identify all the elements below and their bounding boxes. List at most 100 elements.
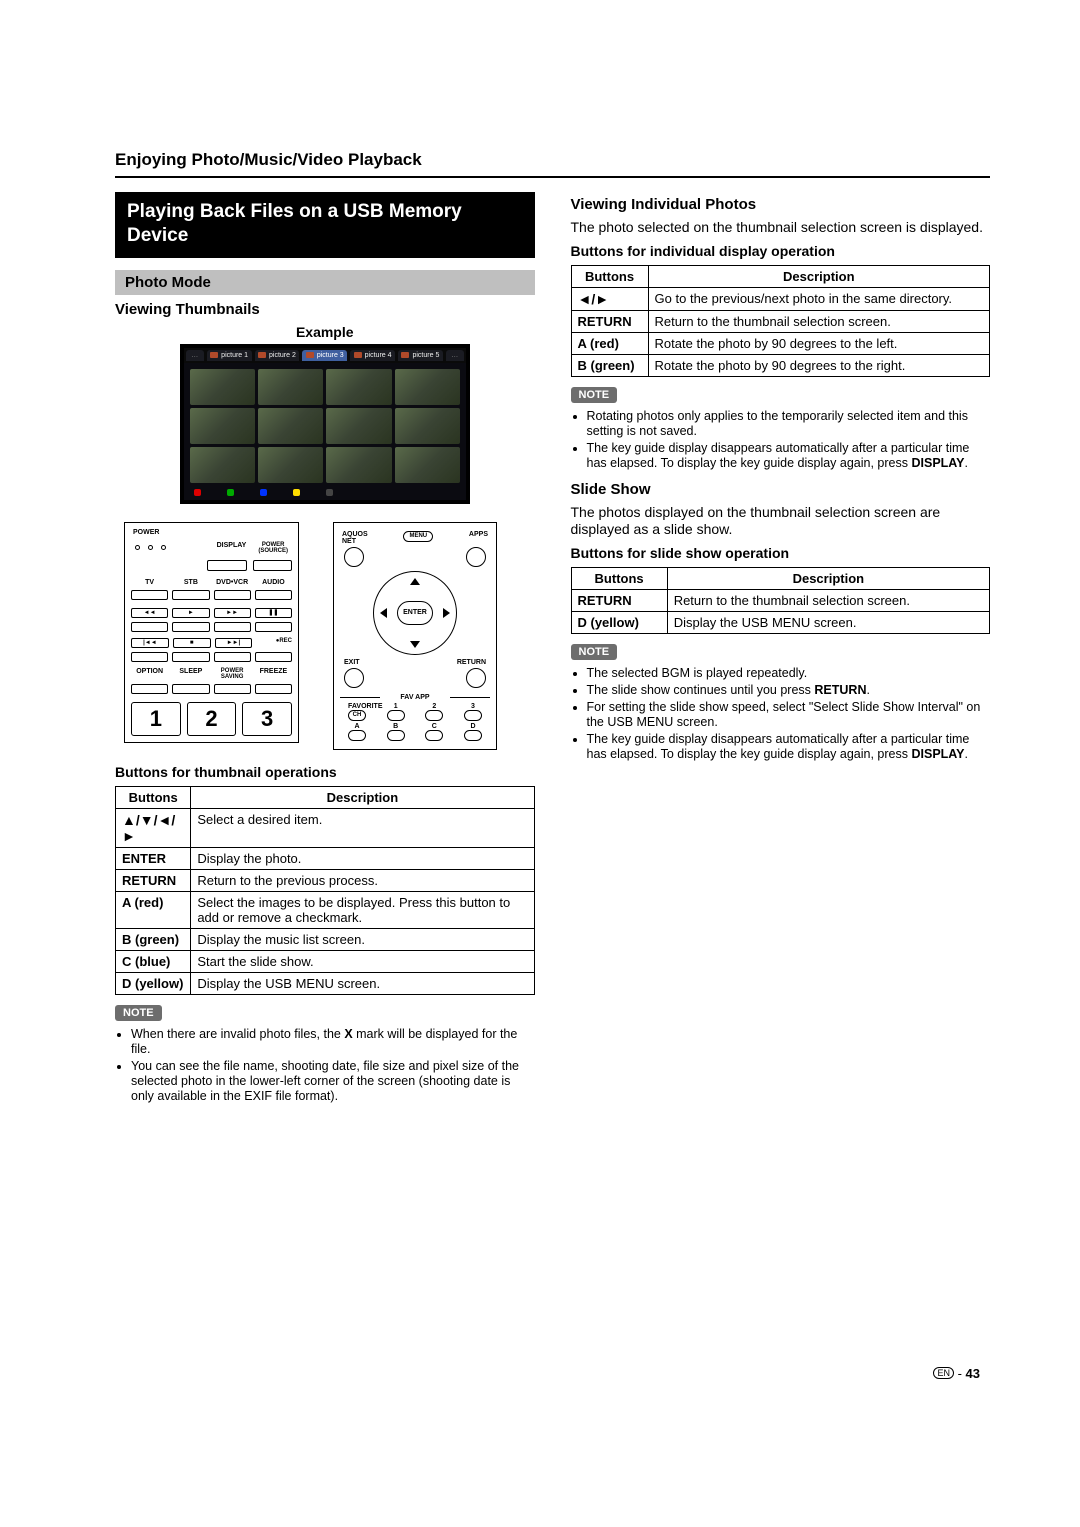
circle-button <box>466 547 486 567</box>
table-cell: ◄/► <box>571 287 648 310</box>
table-cell: Rotate the photo by 90 degrees to the ri… <box>648 354 989 376</box>
label-freeze: FREEZE <box>255 668 292 680</box>
label-power: POWER <box>133 529 159 536</box>
note-list: Rotating photos only applies to the temp… <box>571 409 991 471</box>
circle-button <box>344 668 364 688</box>
oval-button <box>425 730 443 741</box>
table-header: Buttons <box>571 567 667 589</box>
thumb-tab-label: picture 2 <box>269 352 296 359</box>
thumb-cell <box>395 408 460 444</box>
table-cell: Return to the thumbnail selection screen… <box>667 589 989 611</box>
thumb-tab-label: picture 3 <box>317 352 344 359</box>
folder-icon <box>210 352 218 358</box>
table-cell: ▲/▼/◄/► <box>116 808 191 847</box>
thumb-tab: picture 5 <box>398 350 443 361</box>
menu-button: MENU <box>403 531 433 542</box>
arrow-right-icon <box>443 608 450 618</box>
table-title-thumbnail-ops: Buttons for thumbnail operations <box>115 764 535 780</box>
legend-misc-icon <box>326 489 333 496</box>
table-cell: RETURN <box>571 310 648 332</box>
folder-icon <box>401 352 409 358</box>
note-item: You can see the file name, shooting date… <box>131 1059 535 1104</box>
label-sleep: SLEEP <box>172 668 209 680</box>
note-item: The key guide display disappears automat… <box>587 732 991 762</box>
thumb-tab-label: picture 4 <box>365 352 392 359</box>
table-cell: B (green) <box>571 354 648 376</box>
thumb-cell <box>326 447 391 483</box>
footer-lang: EN <box>933 1367 954 1379</box>
horizontal-rule <box>115 176 990 178</box>
thumb-tab-active: picture 3 <box>302 350 347 361</box>
page-footer: EN - 43 <box>115 1366 990 1381</box>
num-button: 3 <box>242 702 292 736</box>
table-header: Description <box>667 567 989 589</box>
table-individual-ops: Buttons Description ◄/►Go to the previou… <box>571 265 991 377</box>
thumb-tab-ellipsis: … <box>186 350 204 361</box>
label-num: 3 <box>464 703 482 710</box>
note-item: When there are invalid photo files, the … <box>131 1027 535 1057</box>
table-title-slideshow: Buttons for slide show operation <box>571 545 991 561</box>
thumb-cell <box>190 408 255 444</box>
thumb-tab-ellipsis: … <box>446 350 464 361</box>
table-cell: A (red) <box>116 891 191 928</box>
label-a: A <box>348 723 366 730</box>
thumb-cell <box>326 369 391 405</box>
led-icon <box>135 545 140 550</box>
footer-sep: - <box>954 1366 966 1381</box>
table-cell: Select a desired item. <box>191 808 534 847</box>
thumb-cell <box>395 369 460 405</box>
label-tv: TV <box>131 579 168 586</box>
oval-button <box>387 730 405 741</box>
num-button: 1 <box>131 702 181 736</box>
label-apps: APPS <box>469 531 488 545</box>
remote-panel-right: AQUOS NET MENU APPS ENTER EXIT RE <box>333 522 497 750</box>
heading-viewing-individual: Viewing Individual Photos <box>571 196 991 213</box>
thumb-tab-label: picture 5 <box>412 352 439 359</box>
table-slideshow-ops: Buttons Description RETURNReturn to the … <box>571 567 991 634</box>
table-title-individual: Buttons for individual display operation <box>571 243 991 259</box>
heading-viewing-thumbnails: Viewing Thumbnails <box>115 301 535 318</box>
note-item: The slide show continues until you press… <box>587 683 991 698</box>
note-list: When there are invalid photo files, the … <box>115 1027 535 1104</box>
example-label: Example <box>115 324 535 340</box>
table-header: Description <box>648 265 989 287</box>
table-cell: Return to the previous process. <box>191 869 534 891</box>
table-cell: ENTER <box>116 847 191 869</box>
thumb-cell <box>258 408 323 444</box>
label-rec: REC <box>279 638 292 644</box>
thumb-cell <box>190 447 255 483</box>
oval-button <box>425 710 443 721</box>
oval-button <box>348 730 366 741</box>
legend-blue-icon <box>260 489 267 496</box>
folder-icon <box>354 352 362 358</box>
footer-page-number: 43 <box>966 1366 980 1381</box>
table-cell: RETURN <box>571 589 667 611</box>
thumb-tab-label: picture 1 <box>221 352 248 359</box>
label-num: 1 <box>387 703 405 710</box>
table-cell: Display the photo. <box>191 847 534 869</box>
table-header: Buttons <box>571 265 648 287</box>
table-cell: Display the USB MENU screen. <box>191 972 534 994</box>
table-cell: Return to the thumbnail selection screen… <box>648 310 989 332</box>
label-power-saving: POWER SAVING <box>214 668 251 680</box>
arrow-up-icon <box>410 578 420 585</box>
dpad: ENTER <box>373 571 457 655</box>
num-button: 2 <box>187 702 237 736</box>
oval-button: CH <box>348 710 366 721</box>
label-favorite: FAVORITE <box>348 703 366 710</box>
arrow-left-icon <box>380 608 387 618</box>
heading-slide-show: Slide Show <box>571 481 991 498</box>
table-cell: Start the slide show. <box>191 950 534 972</box>
table-cell: A (red) <box>571 332 648 354</box>
note-label: NOTE <box>571 644 618 660</box>
thumb-cell <box>190 369 255 405</box>
thumb-tab: picture 4 <box>350 350 395 361</box>
label-c: C <box>425 723 443 730</box>
folder-icon <box>306 352 314 358</box>
circle-button <box>466 668 486 688</box>
legend-green-icon <box>227 489 234 496</box>
note-item: Rotating photos only applies to the temp… <box>587 409 991 439</box>
label-return: RETURN <box>457 659 486 666</box>
label-aquos-net: AQUOS NET <box>342 531 368 545</box>
table-cell: C (blue) <box>116 950 191 972</box>
